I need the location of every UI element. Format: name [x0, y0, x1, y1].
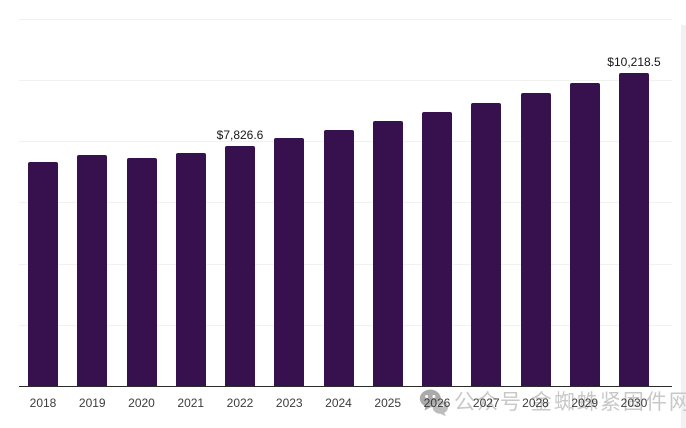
x-tick-label-2022: 2022 — [226, 396, 254, 410]
bar-2022 — [225, 146, 255, 386]
x-tick-label-2024: 2024 — [325, 396, 352, 410]
value-label-2022: $7,826.6 — [216, 128, 264, 143]
watermark-text: 公众号 金蜘蛛紧固件网 — [454, 391, 686, 414]
wechat-icon — [419, 388, 448, 417]
gridline-10000 — [19, 79, 672, 81]
bar-2024 — [323, 129, 354, 386]
x-tick-label-2027: 2027 — [472, 396, 500, 410]
bar-2028 — [520, 93, 551, 386]
x-tick-label-2018: 2018 — [29, 396, 57, 410]
value-label-2030: $10,218.5 — [607, 55, 661, 70]
x-tick-label-2025: 2025 — [374, 396, 402, 410]
gridline-12000 — [19, 18, 672, 20]
bar-2019 — [77, 154, 108, 386]
bar-2027 — [471, 103, 502, 386]
x-tick-label-2028: 2028 — [522, 396, 549, 410]
x-tick-label-2029: 2029 — [571, 396, 599, 410]
bar-2018 — [28, 162, 58, 386]
x-tick-label-2021: 2021 — [177, 396, 205, 410]
x-axis-line — [19, 385, 672, 387]
x-tick-label-2020: 2020 — [128, 396, 155, 410]
bar-2026 — [422, 112, 452, 386]
bar-2025 — [372, 121, 403, 386]
bar-2023 — [274, 138, 305, 386]
x-tick-label-2023: 2023 — [275, 396, 303, 410]
page-edge — [681, 25, 686, 428]
x-tick-label-2019: 2019 — [78, 396, 106, 410]
watermark: 公众号 金蜘蛛紧固件网 — [419, 388, 686, 417]
bar-2030 — [619, 73, 649, 386]
bar-2020 — [126, 158, 157, 386]
x-tick-label-2026: 2026 — [423, 396, 451, 410]
bar-2029 — [569, 83, 600, 386]
bar-2021 — [175, 152, 206, 386]
x-tick-label-2030: 2030 — [620, 396, 648, 410]
